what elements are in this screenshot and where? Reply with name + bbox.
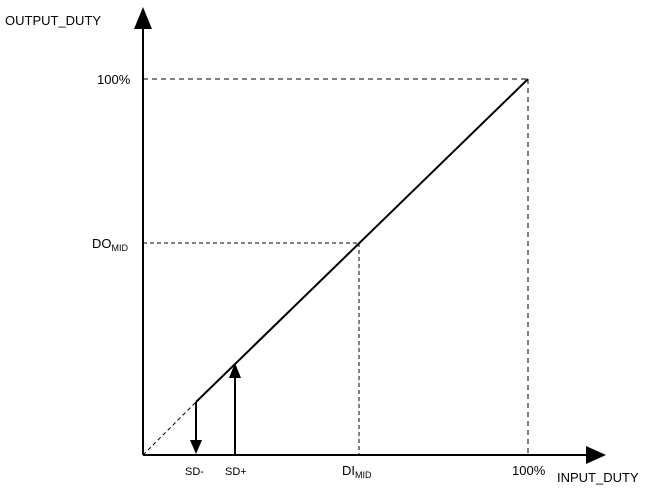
transfer-line xyxy=(195,78,529,403)
y-tick-mid-sub: MID xyxy=(112,243,129,253)
x-tick-mid: DIMID xyxy=(342,463,372,480)
x-tick-sd-minus: SD- xyxy=(185,466,204,478)
y-tick-100: 100% xyxy=(97,72,131,87)
x-tick-mid-sub: MID xyxy=(355,470,372,480)
y-axis-arrowhead xyxy=(134,7,152,29)
y-tick-mid-main: DO xyxy=(92,236,112,251)
x-tick-sd-plus: SD+ xyxy=(225,466,247,478)
x-tick-mid-main: DI xyxy=(342,463,355,478)
sd-plus-arrowhead xyxy=(229,363,241,378)
y-axis-label: OUTPUT_DUTY xyxy=(5,13,101,28)
sd-minus-arrowhead xyxy=(190,440,202,454)
x-axis-arrowhead xyxy=(586,446,606,464)
x-tick-100: 100% xyxy=(512,463,546,478)
y-tick-mid: DOMID xyxy=(92,236,128,253)
x-axis-label: INPUT_DUTY xyxy=(557,470,639,485)
dashed-origin-segment xyxy=(142,401,197,456)
